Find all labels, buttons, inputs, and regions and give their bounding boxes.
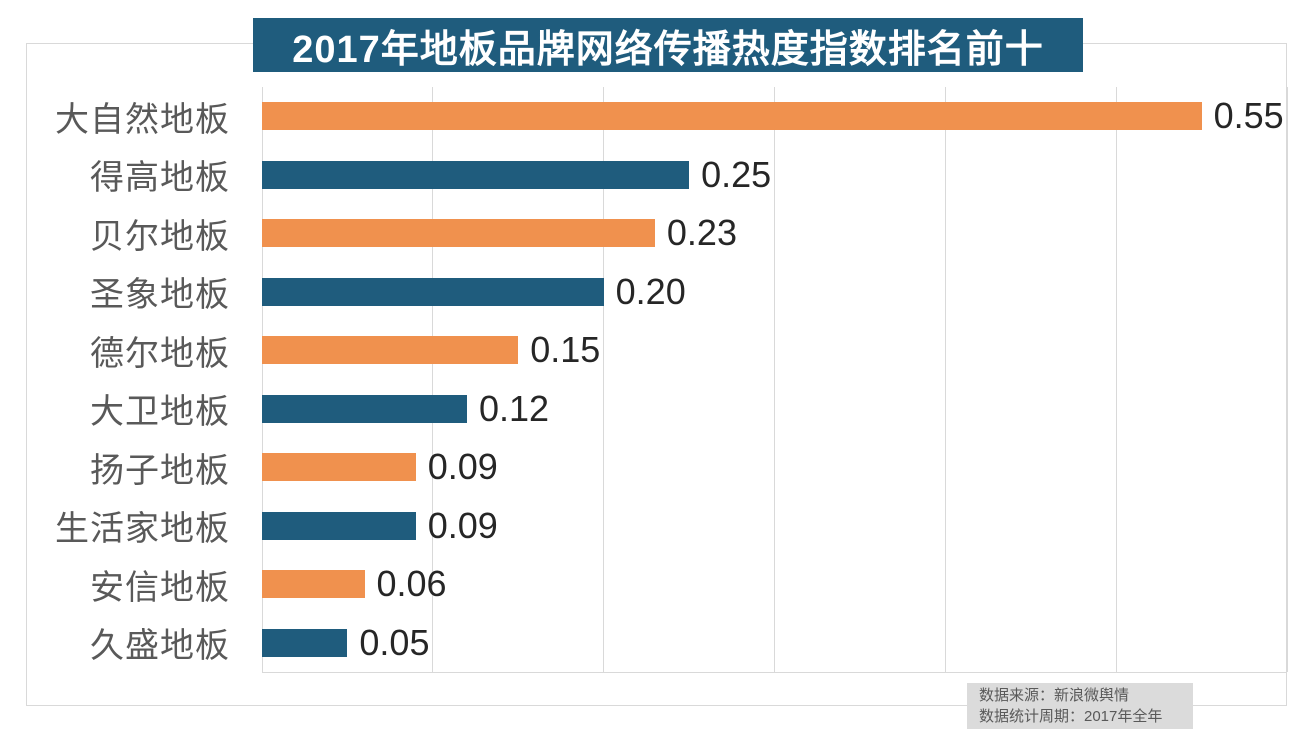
value-label: 0.23 [666, 212, 737, 254]
bar-row: 德尔地板 0.15 [30, 321, 1287, 380]
bar-row: 大自然地板 0.55 [30, 87, 1287, 146]
category-label: 大卫地板 [90, 393, 230, 432]
value-label: 0.55 [1213, 95, 1284, 137]
bar-area: 0.23 [262, 212, 1287, 254]
bar-row: 扬子地板 0.09 [30, 438, 1287, 497]
bar-row: 生活家地板 0.09 [30, 497, 1287, 556]
bar [262, 453, 416, 482]
bar [262, 628, 348, 657]
category-label: 圣象地板 [90, 276, 230, 315]
bar-area: 0.05 [262, 622, 1287, 664]
category-label: 扬子地板 [90, 451, 230, 490]
data-period-line: 数据统计周期：2017年全年 [979, 708, 1163, 725]
bar-rows: 大自然地板 0.55 得高地板 0.25 贝尔地板 0.23 圣象地板 0.20 德尔地板 0.1… [30, 87, 1287, 672]
gridline [1115, 87, 1117, 672]
bar-area: 0.06 [262, 563, 1287, 605]
bar [262, 511, 416, 540]
bar-area: 0.12 [262, 388, 1287, 430]
value-label: 0.20 [615, 270, 686, 312]
value-label: 0.12 [479, 387, 550, 429]
value-label: 0.09 [427, 446, 498, 488]
gridline [1286, 87, 1288, 672]
category-label: 安信地板 [90, 568, 230, 607]
bar [262, 570, 365, 599]
category-label: 生活家地板 [55, 510, 230, 549]
gridline [603, 87, 605, 672]
bar-area: 0.25 [262, 154, 1287, 196]
data-source-box: 数据来源：新浪微舆情 数据统计周期：2017年全年 [967, 683, 1193, 729]
gridline [774, 87, 775, 672]
bar-row: 得高地板 0.25 [30, 146, 1287, 205]
category-label: 大自然地板 [55, 100, 230, 139]
bar [262, 219, 655, 248]
chart-title-banner: 2017年地板品牌网络传播热度指数排名前十 [253, 18, 1083, 72]
category-label: 久盛地板 [90, 627, 230, 666]
bar-row: 圣象地板 0.20 [30, 263, 1287, 322]
bar [262, 160, 690, 189]
value-label: 0.25 [701, 153, 772, 195]
category-label: 德尔地板 [90, 334, 230, 373]
chart-title: 2017年地板品牌网络传播热度指数排名前十 [292, 28, 1044, 71]
value-label: 0.15 [530, 329, 601, 371]
bar-row: 贝尔地板 0.23 [30, 204, 1287, 263]
bar [262, 102, 1202, 131]
gridline [261, 87, 263, 672]
bar-area: 0.15 [262, 329, 1287, 371]
value-label: 0.09 [427, 504, 498, 546]
gridline [944, 87, 946, 672]
bar [262, 394, 467, 423]
bar [262, 336, 519, 365]
bar-row: 安信地板 0.06 [30, 555, 1287, 614]
data-source-line: 数据来源：新浪微舆情 [979, 687, 1130, 704]
bar-area: 0.55 [262, 95, 1287, 137]
bar-area: 0.20 [262, 271, 1287, 313]
bar-area: 0.09 [262, 446, 1287, 488]
bar-area: 0.09 [262, 505, 1287, 547]
category-label: 得高地板 [90, 159, 230, 198]
bar-row: 大卫地板 0.12 [30, 380, 1287, 439]
bar [262, 277, 604, 306]
value-label: 0.06 [376, 563, 447, 605]
gridline [432, 87, 434, 672]
bar-row: 久盛地板 0.05 [30, 614, 1287, 673]
plot-gridlines [261, 87, 1288, 673]
category-label: 贝尔地板 [90, 217, 230, 256]
value-label: 0.05 [359, 621, 430, 663]
